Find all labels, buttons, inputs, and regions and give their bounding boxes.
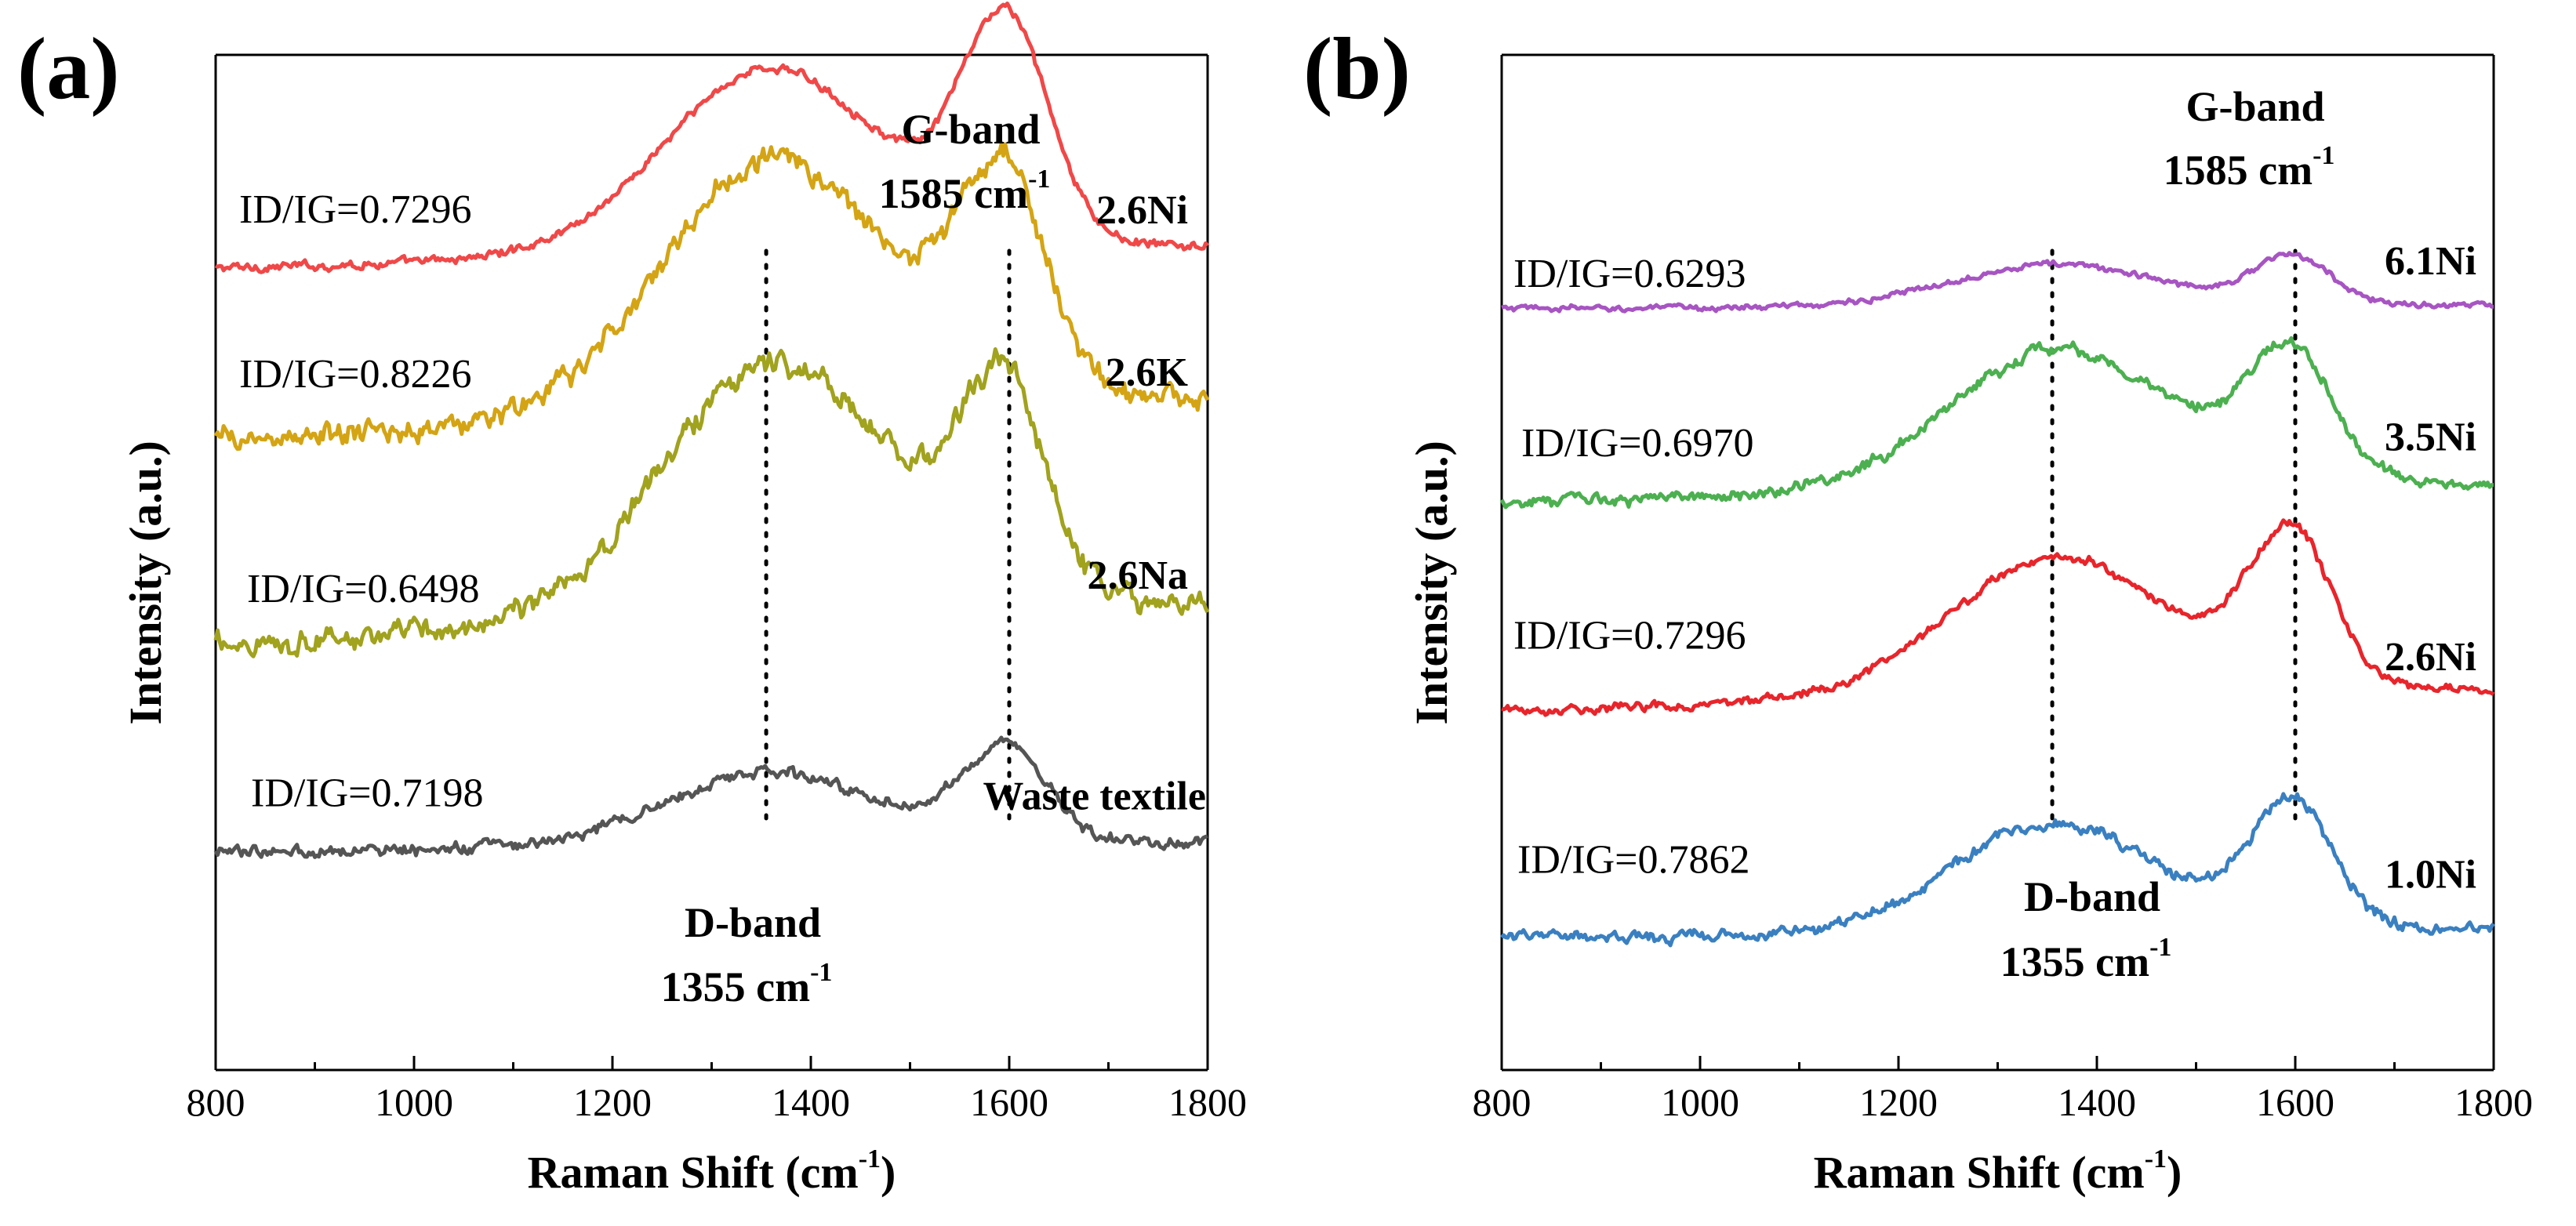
- panel-b: 800 1000 1200 1400 1600 1800 Raman Shift (cm-1…: [1303, 20, 2533, 1198]
- x-tick-label: 1400: [772, 1080, 850, 1124]
- series-label: 3.5Ni: [2385, 415, 2476, 459]
- x-axis-title: Raman Shift (cm-1): [528, 1144, 896, 1198]
- x-tick-label: 800: [1473, 1080, 1531, 1124]
- series-label: 2.6Ni: [1096, 188, 1188, 233]
- g-band-title: G-band: [901, 106, 1040, 153]
- panel-label: (a): [17, 20, 120, 118]
- g-band-value: 1585 cm-1: [879, 165, 1051, 217]
- x-axis-title: Raman Shift (cm-1): [1814, 1144, 2182, 1198]
- ratio-label: ID/IG=0.7198: [251, 771, 484, 816]
- d-band-value: 1355 cm-1: [661, 958, 833, 1010]
- g-band-title: G-band: [2185, 83, 2324, 130]
- panel-label: (b): [1303, 20, 1411, 118]
- g-band-value: 1585 cm-1: [2164, 141, 2335, 194]
- spectrum-line-1-0ni: [1500, 792, 2495, 948]
- x-tick-label: 1000: [375, 1080, 453, 1124]
- d-band-title: D-band: [685, 899, 821, 946]
- series-label: 2.6K: [1106, 350, 1189, 395]
- spectrum-line-waste-textile: [213, 735, 1208, 859]
- x-tick-label: 1800: [1168, 1080, 1247, 1124]
- spectrum-line-2-6ni: [214, 2, 1209, 274]
- x-tick-label: 1400: [2058, 1080, 2136, 1124]
- x-tick-label: 800: [187, 1080, 245, 1124]
- ratio-label: ID/IG=0.6970: [1521, 421, 1754, 466]
- spectrum-line-2-6na: [213, 347, 1210, 658]
- spectrum-line-3-5ni: [1499, 336, 2494, 510]
- x-tick-label: 1200: [573, 1080, 652, 1124]
- d-band-value: 1355 cm-1: [2000, 933, 2172, 985]
- ratio-label: ID/IG=0.7862: [1517, 838, 1750, 883]
- ratio-label: ID/IG=0.7296: [1513, 613, 1746, 658]
- x-tick-label: 1600: [970, 1080, 1048, 1124]
- series-label: 1.0Ni: [2385, 853, 2476, 898]
- ratio-label: ID/IG=0.8226: [239, 352, 472, 397]
- y-axis-title: Intensity (a.u.): [120, 441, 171, 725]
- ratio-label: ID/IG=0.6293: [1513, 252, 1746, 296]
- spectrum-line-2-6k: [213, 142, 1210, 452]
- spectrum-line-2-6ni: [1501, 518, 2495, 717]
- ratio-label: ID/IG=0.6498: [247, 567, 480, 611]
- x-tick-label: 1600: [2256, 1080, 2334, 1124]
- ratio-label: ID/IG=0.7296: [239, 187, 472, 232]
- y-axis-title: Intensity (a.u.): [1406, 441, 1457, 725]
- d-band-title: D-band: [2024, 873, 2160, 920]
- x-tick-label: 1000: [1661, 1080, 1739, 1124]
- series-label: 2.6Na: [1087, 553, 1188, 598]
- series-label: 2.6Ni: [2385, 635, 2476, 680]
- x-tick-label: 1800: [2454, 1080, 2533, 1124]
- spectrum-line-6-1ni: [1501, 251, 2494, 314]
- panel-a: 800 1000 1200 1400 1600 1800 Raman Shift (cm-1…: [17, 2, 1247, 1198]
- x-tick-label: 1200: [1859, 1080, 1938, 1124]
- series-label: Waste textile: [983, 774, 1206, 819]
- series-label: 6.1Ni: [2385, 239, 2476, 284]
